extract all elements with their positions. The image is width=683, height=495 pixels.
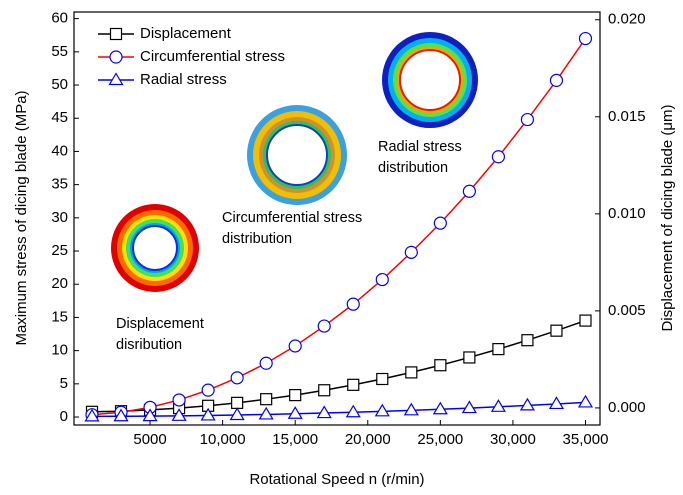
marker <box>230 371 244 385</box>
y2-tick-label: 0.000 <box>608 399 646 416</box>
marker <box>405 366 418 379</box>
marker <box>376 372 389 386</box>
marker <box>579 314 592 327</box>
marker <box>171 408 187 421</box>
marker <box>260 393 273 406</box>
marker <box>403 402 419 416</box>
y-axis-label: Maximum stress of dicing blade (MPa) <box>13 90 30 345</box>
legend-marker <box>109 50 123 64</box>
plot-frame <box>73 11 601 426</box>
y-tick-label: 25 <box>51 242 68 259</box>
marker <box>229 407 245 421</box>
y-tick-label: 45 <box>51 109 68 126</box>
marker <box>549 73 564 87</box>
y2-tick-label: 0.010 <box>608 205 646 222</box>
marker <box>317 319 331 333</box>
marker <box>461 400 477 414</box>
marker <box>288 339 302 353</box>
legend-label: Circumferential stress <box>140 48 285 65</box>
marker <box>404 245 418 259</box>
y-tick-label: 35 <box>51 176 68 193</box>
legend-label: Radial stress <box>140 71 227 88</box>
x-tick-label: 15,000 <box>272 431 318 448</box>
y2-tick-label: 0.015 <box>608 108 646 125</box>
annotation: distribution <box>222 231 292 247</box>
legend-marker <box>109 27 123 41</box>
marker <box>462 184 476 198</box>
marker <box>490 399 506 412</box>
marker <box>520 112 535 127</box>
marker <box>347 378 360 391</box>
annotation: disribution <box>116 337 182 353</box>
marker <box>201 383 215 397</box>
marker <box>374 403 390 417</box>
marker <box>491 150 505 164</box>
x-tick-label: 30,000 <box>490 431 536 448</box>
marker <box>521 334 534 347</box>
marker <box>289 389 302 402</box>
y2-tick-label: 0.005 <box>608 302 646 319</box>
y-tick-label: 0 <box>60 408 68 425</box>
annotation: Radial stress <box>378 139 462 155</box>
x-tick-label: 5000 <box>133 431 166 448</box>
marker <box>375 272 389 287</box>
x-tick-label: 20,000 <box>345 431 391 448</box>
radial-contour <box>382 32 478 128</box>
marker <box>345 404 361 418</box>
marker <box>258 406 274 420</box>
marker <box>200 407 216 421</box>
y-tick-label: 60 <box>51 10 68 27</box>
y-tick-label: 30 <box>51 209 68 226</box>
annotation: Circumferential stress <box>222 210 362 226</box>
legend-marker <box>108 72 124 86</box>
marker <box>578 31 593 46</box>
y-tick-label: 5 <box>60 375 68 392</box>
marker <box>259 356 273 370</box>
x-tick-label: 10,000 <box>200 431 246 448</box>
y-tick-label: 55 <box>51 43 68 60</box>
x-tick-label: 25,000 <box>417 431 463 448</box>
marker <box>519 397 535 411</box>
marker <box>316 405 332 419</box>
y2-axis-label: Displacement of dicing blade (μm) <box>659 104 676 331</box>
y-tick-label: 20 <box>51 275 68 292</box>
series-line <box>91 401 586 418</box>
marker <box>577 394 594 408</box>
displacement-contour <box>111 204 199 292</box>
marker <box>142 408 158 422</box>
marker <box>550 324 563 337</box>
marker <box>463 351 476 364</box>
annotation: Displacement <box>116 316 204 332</box>
y2-tick-label: 0.020 <box>608 11 646 28</box>
marker <box>287 406 303 419</box>
circumferential-contour <box>247 105 347 205</box>
legend-label: Displacement <box>140 25 232 42</box>
marker <box>492 343 505 356</box>
marker <box>172 393 186 407</box>
marker <box>346 297 360 311</box>
y-tick-label: 50 <box>51 76 68 93</box>
y-tick-label: 40 <box>51 142 68 159</box>
marker <box>231 396 244 409</box>
series-line <box>91 319 586 413</box>
y-tick-label: 15 <box>51 308 68 325</box>
marker <box>433 216 447 230</box>
marker <box>113 408 129 422</box>
marker <box>434 359 447 372</box>
marker <box>318 384 331 397</box>
marker <box>548 396 565 410</box>
y-tick-label: 10 <box>51 342 68 359</box>
x-axis-label: Rotational Speed n (r/min) <box>249 471 424 488</box>
annotation: distribution <box>378 160 448 176</box>
marker <box>432 401 448 415</box>
marker <box>84 408 100 422</box>
x-tick-label: 35,000 <box>563 431 609 448</box>
